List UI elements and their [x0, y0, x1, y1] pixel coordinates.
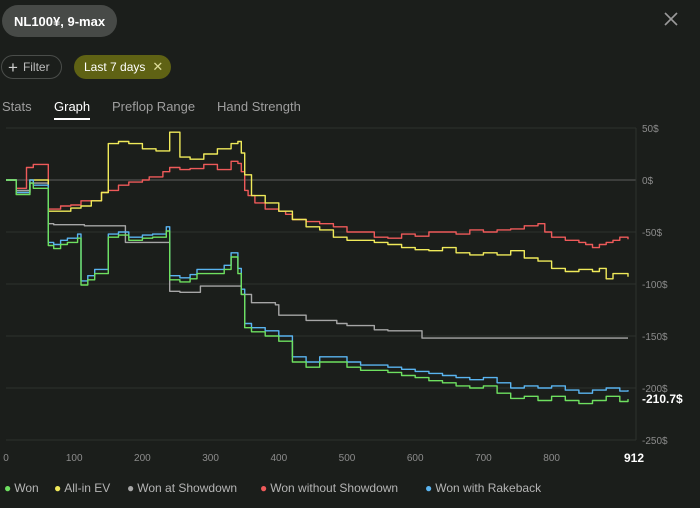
legend-item-won[interactable]: ● Won — [4, 481, 39, 495]
series-line-won — [6, 179, 629, 405]
legend-dot-icon: ● — [4, 481, 12, 495]
x-tick-label: 400 — [270, 453, 287, 464]
close-icon[interactable] — [660, 8, 682, 30]
filter-button[interactable]: + Filter — [1, 55, 62, 79]
x-tick-label: 600 — [407, 453, 424, 464]
legend-dot-icon: ● — [54, 481, 62, 495]
x-tick-label: 200 — [134, 453, 151, 464]
x-tick-label: 300 — [202, 453, 219, 464]
x-end-label: 912 — [624, 451, 644, 465]
tab-stats[interactable]: Stats — [2, 99, 32, 114]
y-tick-label: -150$ — [642, 332, 668, 343]
y-tick-label: -250$ — [642, 436, 668, 447]
date-range-chip[interactable]: Last 7 days ✕ — [74, 55, 172, 79]
x-tick-label: 0 — [3, 453, 9, 464]
legend-item-won-at-showdown[interactable]: ● Won at Showdown — [127, 481, 238, 495]
y-tick-label: 0$ — [642, 176, 654, 187]
x-tick-label: 800 — [543, 453, 560, 464]
game-title-label: NL100¥, 9-max — [14, 13, 106, 29]
remove-chip-icon[interactable]: ✕ — [152, 59, 164, 74]
y-tick-label: -200$ — [642, 384, 668, 395]
y-tick-label: -50$ — [642, 228, 662, 239]
legend-dot-icon: ● — [260, 481, 268, 495]
legend-item-all-in-ev[interactable]: ● All-in EV — [54, 481, 111, 495]
series-line-won-at-showdown — [6, 179, 628, 339]
series-line-won-without-showdown — [6, 160, 629, 249]
tab-hand-strength[interactable]: Hand Strength — [217, 99, 301, 114]
game-title-pill[interactable]: NL100¥, 9-max — [2, 5, 118, 37]
y-tick-label: 50$ — [642, 124, 659, 135]
series-line-won-with-rakeback — [6, 179, 629, 394]
final-value-label: -210.7$ — [642, 392, 683, 406]
legend-item-won-without-showdown[interactable]: ● Won without Showdown — [260, 481, 399, 495]
series-line-all-in-ev — [6, 131, 629, 280]
tab-preflop-range[interactable]: Preflop Range — [112, 99, 196, 114]
x-tick-label: 700 — [475, 453, 492, 464]
x-tick-label: 500 — [339, 453, 356, 464]
tab-graph[interactable]: Graph — [54, 99, 91, 120]
legend-dot-icon: ● — [425, 481, 433, 495]
y-tick-label: -100$ — [642, 280, 668, 291]
date-range-label: Last 7 days — [84, 60, 146, 74]
plus-icon: + — [8, 57, 18, 77]
legend-item-won-with-rakeback[interactable]: ● Won with Rakeback — [425, 481, 542, 495]
x-tick-label: 100 — [66, 453, 83, 464]
filter-label: Filter — [22, 60, 50, 74]
legend-dot-icon: ● — [127, 481, 135, 495]
